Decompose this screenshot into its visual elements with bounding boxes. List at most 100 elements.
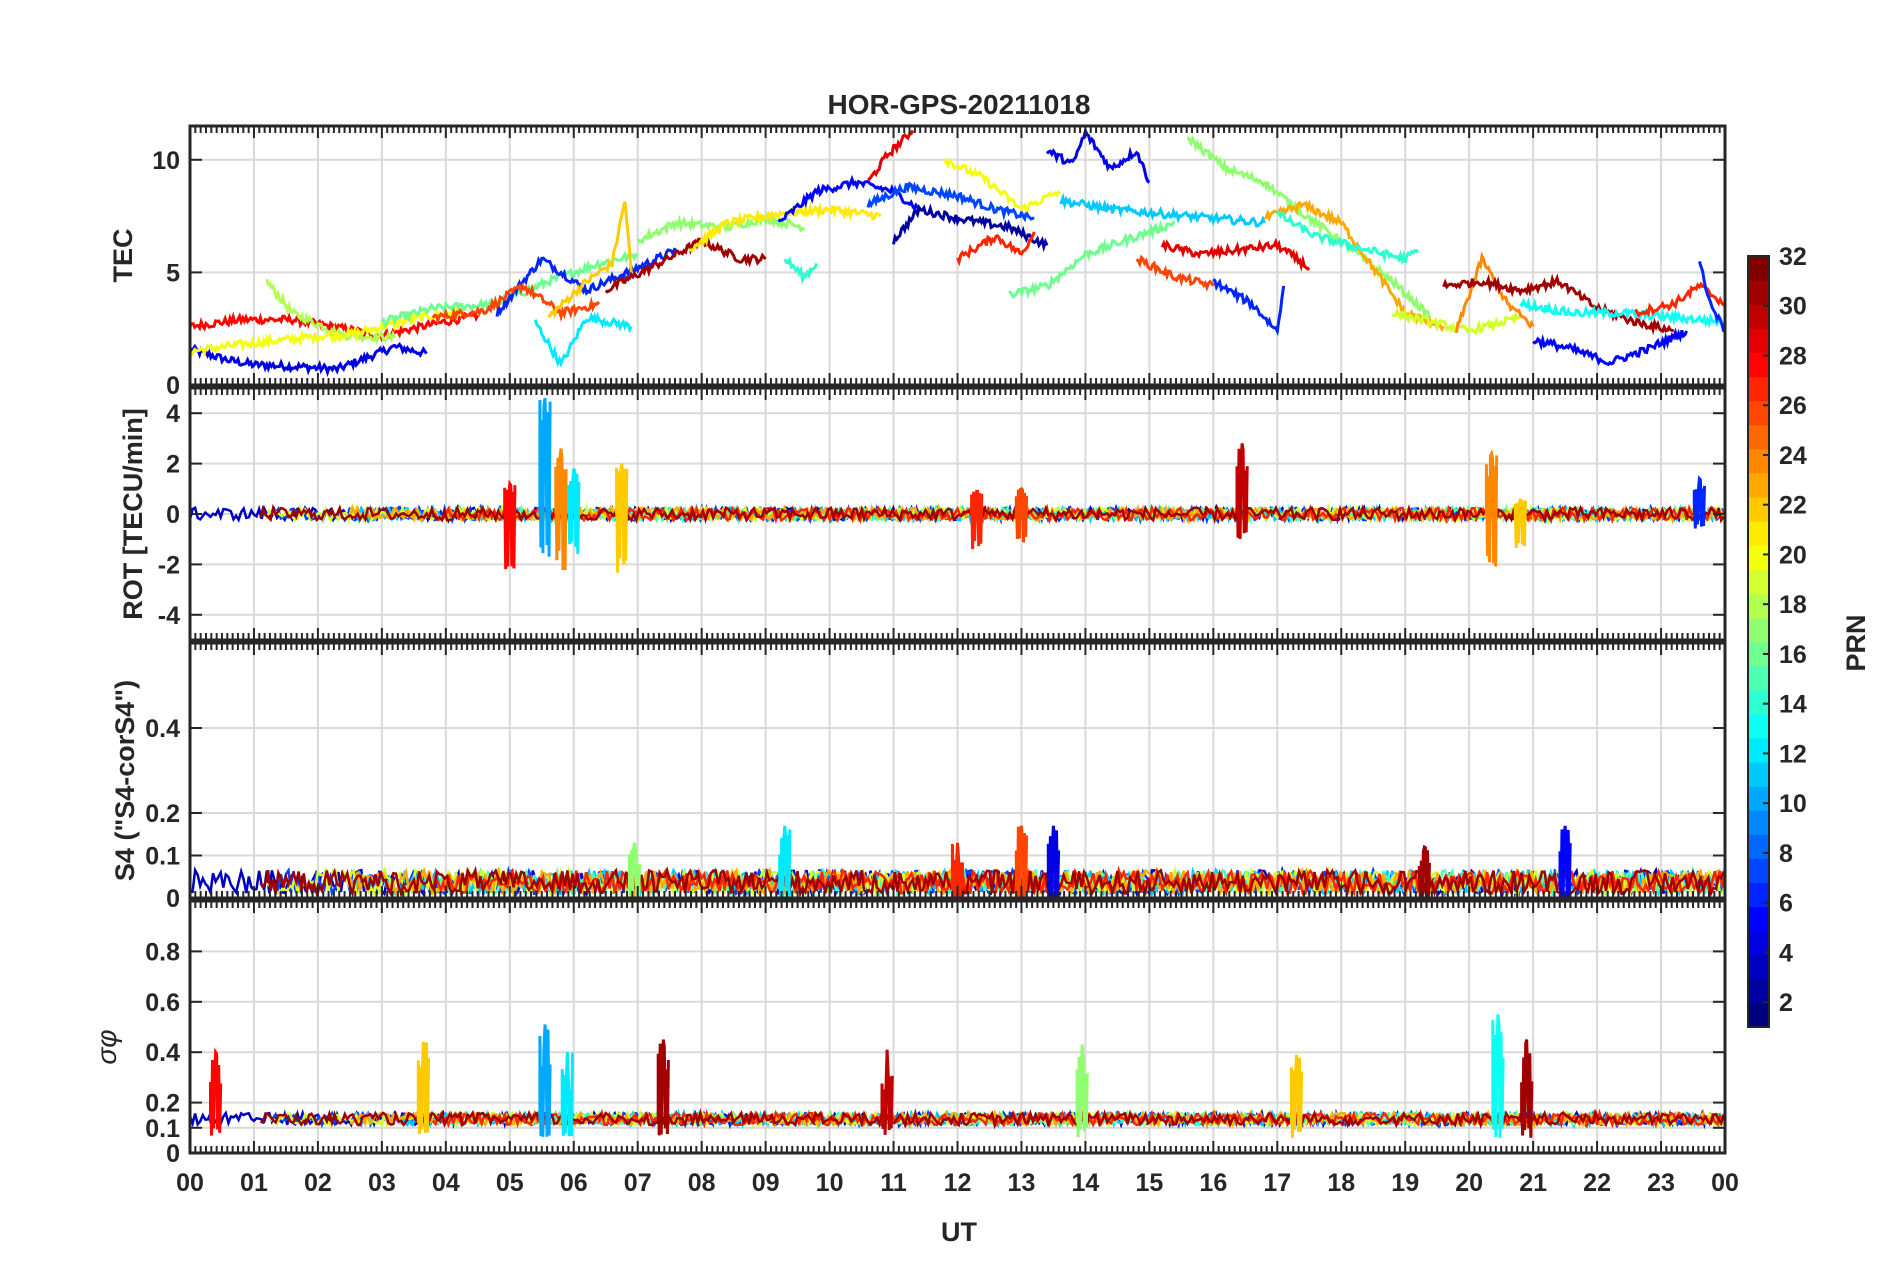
x-tick-label: 07 <box>624 1169 652 1197</box>
colorbar-swatch <box>1748 641 1769 667</box>
sigma-spike-prn-10 <box>538 1024 552 1137</box>
x-tick-label: 04 <box>432 1169 460 1197</box>
rot-spike-prn-24 <box>554 448 568 571</box>
colorbar-swatch <box>1748 689 1769 715</box>
s4-spike-prn-4 <box>1046 825 1061 898</box>
y-tick-label: 0.4 <box>145 715 180 743</box>
rot-spike-prn-30 <box>1235 443 1249 540</box>
colorbar-swatch <box>1748 496 1769 522</box>
x-tick-label: 15 <box>1135 1169 1163 1197</box>
tec-series-prn-29 <box>1160 237 1311 272</box>
panel-rot: -4 -2 0 2 4 ROT [TECU/min] <box>118 386 1727 642</box>
colorbar-label: PRN <box>1841 614 1871 671</box>
y-axis-label-tec: TEC <box>108 229 138 283</box>
colorbar-swatch <box>1748 906 1769 932</box>
y-tick-label: 0.1 <box>145 843 180 871</box>
rot-spike-prn-26 <box>1014 486 1029 543</box>
x-tick-label: 13 <box>1008 1169 1036 1197</box>
y-tick-label: 0 <box>166 1140 180 1168</box>
tec-series-prn-27 <box>956 231 1036 267</box>
colorbar-swatch <box>1748 786 1769 811</box>
colorbar-swatch <box>1748 978 1769 1004</box>
x-tick-label: 21 <box>1519 1169 1547 1197</box>
tec-series-prn-22 <box>547 201 633 320</box>
x-tick-label: 05 <box>496 1169 524 1197</box>
tec-series-prn-20 <box>943 157 1061 214</box>
tec-series-prn-14 <box>783 256 819 286</box>
y-axis-label-rot: ROT [TECU/min] <box>118 408 148 619</box>
tec-series-prn-4 <box>190 342 428 378</box>
x-tick-label: 12 <box>944 1169 972 1197</box>
y-tick-label: 4 <box>166 400 180 428</box>
colorbar-tick-label: 14 <box>1779 691 1807 719</box>
y-tick-label: 0 <box>166 501 180 529</box>
colorbar-tick-label: 30 <box>1779 293 1807 321</box>
colorbar-swatch <box>1748 930 1769 956</box>
sigma-spike-prn-22 <box>416 1042 431 1134</box>
sigma-spike-prn-17 <box>1075 1044 1089 1138</box>
s4-spike-prn-5 <box>1558 825 1572 898</box>
tec-series-prn-13 <box>1519 296 1725 329</box>
y-tick-label: -2 <box>158 551 180 579</box>
y-tick-label: 0.1 <box>145 1115 180 1143</box>
y-tick-label: 10 <box>152 147 180 175</box>
x-tick-label: 19 <box>1391 1169 1419 1197</box>
x-tick-label: 18 <box>1327 1169 1355 1197</box>
tec-series-prn-26 <box>1135 254 1215 292</box>
tec-series-prn-23 <box>1263 199 1445 332</box>
colorbar-swatch <box>1748 448 1769 474</box>
colorbar-tick-label: 28 <box>1779 342 1807 370</box>
sigma-noise-prn-31 <box>260 1108 1725 1130</box>
panel-tec-data <box>190 126 1725 378</box>
colorbar-tick-label: 10 <box>1779 790 1807 818</box>
y-axis-label-s4: S4 ("S4-corS4") <box>110 680 140 881</box>
s4-noise-prn-31 <box>259 865 1725 898</box>
colorbar-swatch <box>1748 713 1769 739</box>
x-tick-label: 09 <box>752 1169 780 1197</box>
s4-spike-prn-26 <box>1014 825 1029 898</box>
colorbar-swatch <box>1748 617 1769 643</box>
chart-title: HOR-GPS-20211018 <box>827 89 1090 120</box>
tec-series-prn-16 <box>1008 219 1176 300</box>
colorbar-tick-label: 6 <box>1779 890 1793 918</box>
x-tick-label: 23 <box>1647 1169 1675 1197</box>
colorbar-swatch <box>1748 424 1769 450</box>
sigma-spike-prn-13 <box>1491 1014 1505 1138</box>
rot-spike-prn-10 <box>538 397 552 557</box>
x-tick-label: 06 <box>560 1169 588 1197</box>
sigma-spike-prn-12 <box>560 1052 574 1137</box>
colorbar-tick-label: 8 <box>1779 840 1793 868</box>
sigma-spike-prn-31 <box>656 1039 670 1136</box>
s4-spike-prn-12 <box>778 825 792 898</box>
colorbar-swatch <box>1748 352 1769 378</box>
colorbar-swatch <box>1748 810 1769 835</box>
colorbar-swatch <box>1748 593 1769 619</box>
tec-series-prn-6 <box>1212 278 1286 337</box>
rot-spike-prn-22 <box>1513 498 1527 548</box>
panel-sigma-data <box>190 1014 1725 1138</box>
tec-series-prn-31 <box>1442 273 1675 336</box>
colorbar-tick-label: 24 <box>1779 442 1807 470</box>
s4-spike-prn-17 <box>627 842 642 898</box>
sigma-spike-prn-31 <box>1520 1039 1534 1138</box>
tec-series-prn-29 <box>867 129 915 182</box>
panel-rot-data <box>190 397 1725 573</box>
colorbar-tick-label: 22 <box>1779 492 1807 520</box>
x-axis: 00 01 02 03 04 05 06 07 08 09 10 11 12 13 14 15 16 17 18 19… <box>176 1169 1739 1197</box>
colorbar-tick-label: 32 <box>1779 243 1807 271</box>
tec-series-prn-2 <box>892 203 1049 253</box>
colorbar-swatch <box>1748 954 1769 980</box>
x-tick-label: 00 <box>176 1169 204 1197</box>
s4-spike-prn-27 <box>950 842 965 898</box>
y-tick-label: 0.6 <box>145 989 180 1017</box>
x-tick-label: 17 <box>1263 1169 1291 1197</box>
y-tick-label: -4 <box>158 602 180 630</box>
tec-series-prn-26 <box>431 282 601 326</box>
colorbar-swatch <box>1748 328 1769 353</box>
x-tick-label: 22 <box>1583 1169 1611 1197</box>
y-tick-label: 0.2 <box>145 800 180 828</box>
y-tick-label: 0 <box>166 372 180 400</box>
sigma-spike-prn-28 <box>209 1047 223 1136</box>
